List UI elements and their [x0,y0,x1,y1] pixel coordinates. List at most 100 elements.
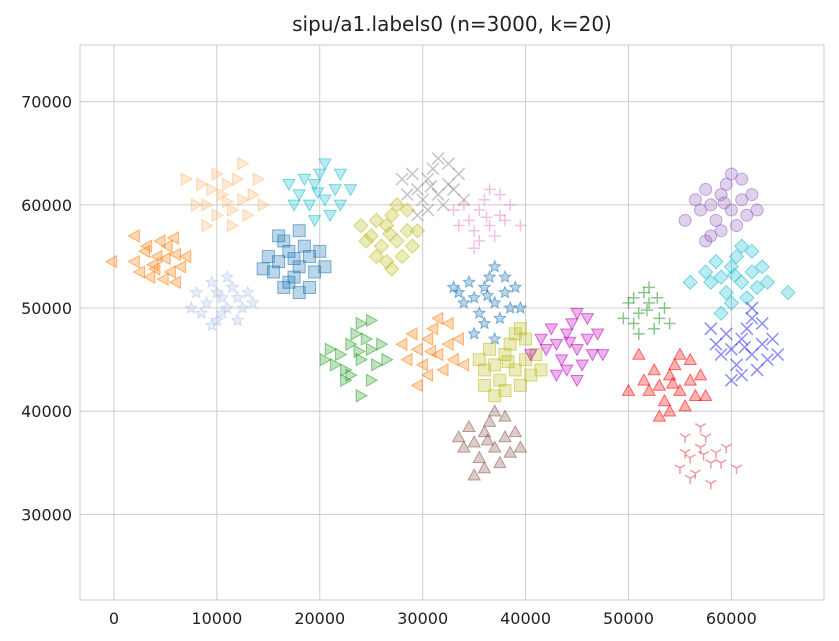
data-point [452,219,465,232]
data-point [663,317,676,330]
data-point [451,429,466,443]
data-point [713,269,729,285]
data-point [688,193,702,207]
data-point [127,254,140,269]
chart-title: sipu/a1.labels0 (n=3000, k=20) [292,12,612,36]
data-point [480,211,493,224]
data-point [595,349,610,362]
data-point [410,182,425,196]
data-point [651,291,664,304]
data-point [421,203,435,217]
data-point [750,203,764,217]
x-tick-label: 60000 [706,609,757,628]
data-point [405,167,419,181]
data-point [211,208,224,223]
data-point [360,332,374,346]
x-tick-label: 10000 [191,609,242,628]
data-point [242,208,255,223]
data-point [158,251,171,266]
data-point [266,265,280,279]
data-point [720,443,732,454]
data-point [204,274,219,289]
data-point [730,464,743,474]
data-point [733,238,750,254]
data-point [358,233,374,249]
data-point [498,269,512,284]
data-point [740,322,754,336]
data-point [493,209,506,222]
data-point [287,270,301,284]
data-point [416,193,430,207]
data-point [657,393,672,407]
data-point [715,459,727,469]
data-point [256,262,270,276]
data-point [750,363,764,377]
data-point [426,162,440,176]
data-point [340,373,353,388]
data-point [717,196,731,210]
data-point [446,352,459,367]
data-point [719,177,733,191]
data-point [487,259,502,273]
data-point [384,207,400,223]
data-point [523,349,538,362]
data-point [220,300,235,314]
data-point [441,316,454,331]
data-point [575,359,590,372]
data-point [745,301,759,315]
data-point [627,317,640,330]
data-point [405,326,418,341]
data-point [652,378,667,391]
data-point [693,368,708,381]
data-point [226,203,240,217]
data-point [230,313,245,327]
data-point [395,172,409,186]
data-point [127,228,140,243]
data-point [508,424,523,438]
data-point [355,388,368,403]
data-point [237,192,250,207]
data-point [580,333,595,347]
data-point [735,332,749,346]
data-point [508,363,522,377]
data-point [409,222,426,239]
data-point [637,286,650,299]
data-point [641,304,654,317]
data-point [221,177,235,192]
data-point [713,305,729,321]
data-point [667,357,682,371]
data-point [431,151,445,166]
data-point [441,157,455,171]
data-point [142,270,156,284]
data-point [292,260,306,274]
data-point [699,234,713,248]
data-point [493,455,507,469]
data-point [168,247,182,262]
data-point [184,300,199,314]
data-point [749,279,765,296]
data-point [498,409,512,422]
y-tick-label: 50000 [21,299,72,318]
data-point [759,274,776,290]
data-point [343,184,358,197]
data-point [683,352,698,365]
data-point [627,291,640,304]
data-point [647,362,662,376]
data-point [642,383,656,396]
data-point [709,213,723,227]
data-point [754,259,770,275]
data-point [436,363,449,377]
data-point [196,177,209,192]
data-point [178,249,192,264]
y-tick-labels: 30000 40000 50000 60000 70000 [21,93,72,525]
x-tick-label: 20000 [294,609,345,628]
data-point [245,295,260,309]
data-point [698,450,710,461]
data-point [665,376,680,389]
data-point [468,224,481,237]
data-point [477,378,491,392]
data-point [257,198,271,212]
data-point [472,450,487,463]
data-point [404,238,421,254]
